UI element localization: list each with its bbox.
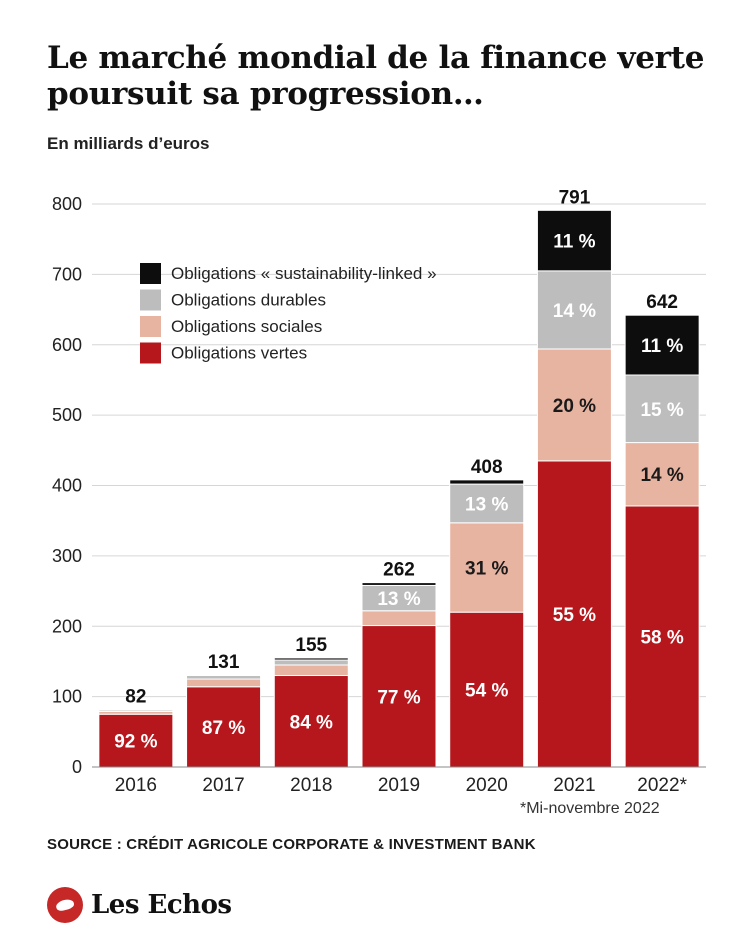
x-tick-label: 2017 [202,775,244,796]
segment-label: 92 % [114,732,157,753]
brand-name: Les Echos [91,890,232,920]
bar-group: 84 % 155 [273,635,349,768]
segment-label: 58 % [640,627,683,648]
x-tick-label: 2018 [290,775,332,796]
segment-label: 31 % [465,558,508,579]
y-tick-label: 300 [52,546,82,566]
legend-item: Obligations durables [140,289,326,311]
bar-group: 55 % 20 % 14 % 11 % 791 [536,187,612,768]
bar-segment [361,625,437,768]
segment-label: 13 % [377,589,420,610]
segment-label: 84 % [290,712,333,733]
x-tick-label: 2016 [115,775,157,796]
segment-label: 55 % [553,605,596,626]
total-label: 82 [125,686,146,707]
segment-label: 11 % [553,232,595,253]
bar-segment [536,209,612,272]
x-tick-label: 2021 [553,775,595,796]
bar-group: 58 % 14 % 15 % 11 % 642 [624,292,700,768]
y-tick-label: 200 [52,616,82,636]
bar-segment [536,460,612,768]
segment-label: 15 % [640,400,683,421]
legend-item: Obligations « sustainability-linked » [140,263,437,284]
footnote: *Mi-novembre 2022 [520,800,660,817]
bar-segment [98,708,174,711]
segment-label: 87 % [202,718,245,739]
bar-segment [449,522,525,613]
segment-label: 14 % [640,465,683,486]
chart-subtitle: En milliards d’euros [47,134,210,153]
source-note: SOURCE : CRÉDIT AGRICOLE CORPORATE & INV… [47,836,536,853]
bar-segment [273,657,349,661]
bar-group: 77 % 13 % 262 [361,560,437,768]
bar-segment [186,675,262,680]
chart-title: Le marché mondial de la finance verte po… [47,40,705,112]
y-tick-label: 700 [52,264,82,284]
brand-logo: Les Echos [47,885,232,925]
bar-segment [449,479,525,485]
bar-group: 54 % 31 % 13 % 408 [449,457,525,768]
y-axis: 0 100 200 300 400 500 600 700 800 [52,194,82,777]
total-label: 791 [559,187,591,208]
legend-label: Obligations durables [171,291,326,310]
y-tick-label: 800 [52,194,82,214]
bar-segment [361,610,437,627]
bar-segment [624,505,700,768]
segment-label: 14 % [553,301,596,322]
bars: 92 % 82 87 % 131 84 % 155 77 % 13 % 262 54 % 31 % 1… [98,187,700,768]
segment-label: 13 % [465,494,508,515]
y-tick-label: 0 [72,757,82,777]
segment-label: 11 % [641,336,683,357]
bar-group: 92 % 82 [98,686,174,768]
x-tick-label: 2020 [466,775,508,796]
legend-item: Obligations sociales [140,316,322,337]
bar-segment [624,442,700,507]
y-tick-label: 600 [52,335,82,355]
legend-swatch [140,342,161,364]
x-tick-label: 2019 [378,775,420,796]
segment-label: 77 % [377,687,420,708]
legend-swatch [140,289,161,311]
legend-swatch [140,316,161,337]
total-label: 155 [295,635,327,656]
bar-segment [186,678,262,688]
total-label: 408 [471,457,503,478]
y-tick-label: 400 [52,476,82,496]
bar-segment [98,713,174,768]
total-label: 262 [383,560,415,581]
segment-label: 54 % [465,681,508,702]
legend-label: Obligations vertes [171,344,307,363]
x-tick-label: 2022* [637,775,687,796]
legend: Obligations « sustainability-linked » Obl… [140,263,437,364]
bar-segment [536,270,612,350]
bar-segment [361,582,437,586]
legend-label: Obligations « sustainability-linked » [171,264,437,283]
bar-segment [273,664,349,677]
y-tick-label: 500 [52,405,82,425]
total-label: 131 [208,652,240,673]
bar-segment [186,674,262,677]
total-label: 642 [646,292,678,313]
bar-segment [624,314,700,376]
y-tick-label: 100 [52,687,82,707]
x-axis: 2016 2017 2018 2019 2020 2021 2022* [92,766,706,796]
legend-swatch [140,263,161,284]
segment-label: 20 % [553,396,596,417]
legend-label: Obligations sociales [171,317,322,336]
bar-segment [361,584,437,612]
bar-group: 87 % 131 [186,652,262,768]
legend-item: Obligations vertes [140,342,307,364]
bar-segment [536,348,612,462]
les-echos-logo-icon [47,887,83,923]
bar-segment [273,659,349,666]
bar-segment [624,374,700,444]
